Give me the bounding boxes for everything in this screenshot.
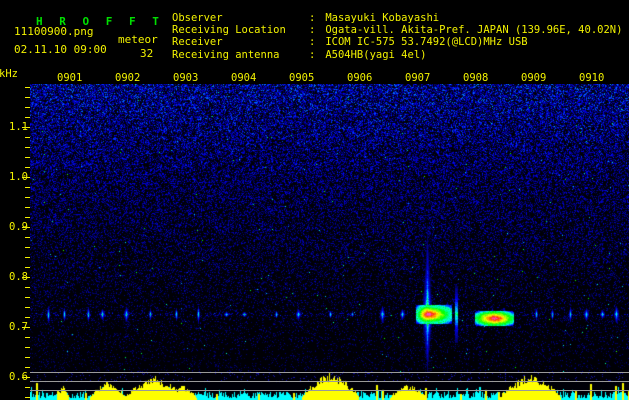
spectrogram-canvas <box>30 84 629 372</box>
y-axis-minor-tick <box>25 147 30 148</box>
x-axis-label: 0906 <box>347 72 373 84</box>
y-axis-minor-tick <box>25 137 30 138</box>
metadata-row: Observer: Masayuki Kobayashi <box>172 12 622 24</box>
y-axis-tick <box>22 277 30 278</box>
x-axis-label: 0902 <box>115 72 141 84</box>
y-axis-tick <box>22 127 30 128</box>
y-axis-minor-tick <box>25 267 30 268</box>
y-axis-minor-tick <box>25 217 30 218</box>
amplitude-strip-canvas <box>30 372 629 400</box>
y-axis-minor-tick <box>25 197 30 198</box>
metadata-key: Receiving antenna <box>172 48 280 61</box>
y-axis-label: 1.1 <box>9 121 28 133</box>
y-axis-minor-tick <box>25 347 30 348</box>
y-axis-tick <box>22 327 30 328</box>
y-axis-minor-tick <box>25 157 30 158</box>
metadata-value: Masayuki Kobayashi <box>319 12 440 24</box>
metadata-colon: : <box>309 12 316 24</box>
metadata-key: Receiver <box>172 36 223 49</box>
metadata-value: ICOM IC-575 53.7492(@LCD)MHz USB <box>319 36 528 49</box>
y-axis-label: 1.0 <box>9 171 28 183</box>
amplitude-strip-plot <box>30 372 629 400</box>
metadata-colon: : <box>309 36 316 49</box>
app-title: H R O F F T <box>36 15 164 28</box>
y-axis-title: kHz <box>0 68 18 80</box>
y-axis-label: 0.8 <box>9 271 28 283</box>
x-axis-label: 0910 <box>579 72 605 84</box>
y-axis-minor-tick <box>25 357 30 358</box>
station-metadata: Observer: Masayuki Kobayashi Receiving Lo… <box>172 12 622 61</box>
y-axis-minor-tick <box>25 317 30 318</box>
spectrogram-plot <box>30 84 629 372</box>
x-axis-label: 0901 <box>57 72 83 84</box>
x-axis-label: 0909 <box>521 72 547 84</box>
y-axis-minor-tick <box>25 287 30 288</box>
y-axis-minor-tick <box>25 307 30 308</box>
y-axis-minor-tick <box>25 97 30 98</box>
metadata-colon: : <box>309 48 316 61</box>
metadata-row: Receiver: ICOM IC-575 53.7492(@LCD)MHz U… <box>172 36 622 48</box>
x-axis-label: 0908 <box>463 72 489 84</box>
y-axis-tick <box>22 377 30 378</box>
y-axis-minor-tick <box>25 387 30 388</box>
metadata-value: Ogata-vill. Akita-Pref. JAPAN (139.96E, … <box>319 24 623 37</box>
y-axis-minor-tick <box>25 397 30 398</box>
y-axis-tick <box>22 177 30 178</box>
date-time-label: 02.11.10 09:00 <box>14 43 107 56</box>
y-axis-minor-tick <box>25 87 30 88</box>
meteor-count-value: 32 <box>140 47 154 60</box>
y-axis-label: 0.7 <box>9 321 28 333</box>
strip-gridline <box>30 372 629 373</box>
metadata-value: A504HB(yagi 4el) <box>319 48 427 61</box>
y-axis-label: 0.6 <box>9 371 28 383</box>
x-axis-label: 0907 <box>405 72 431 84</box>
y-axis-minor-tick <box>25 337 30 338</box>
y-axis-minor-tick <box>25 237 30 238</box>
y-axis-tick <box>22 227 30 228</box>
y-axis-label: 0.9 <box>9 221 28 233</box>
y-axis-minor-tick <box>25 207 30 208</box>
y-axis-minor-tick <box>25 167 30 168</box>
metadata-key: Receiving Location <box>172 24 286 37</box>
meteor-count-label: meteor <box>118 33 158 46</box>
x-axis-label: 0905 <box>289 72 315 84</box>
y-axis-minor-tick <box>25 247 30 248</box>
metadata-row: Receiving antenna: A504HB(yagi 4el) <box>172 49 622 61</box>
metadata-key: Observer <box>172 12 223 24</box>
y-axis-minor-tick <box>25 187 30 188</box>
metadata-colon: : <box>309 24 316 37</box>
y-axis-minor-tick <box>25 367 30 368</box>
strip-gridline <box>30 381 629 382</box>
metadata-row: Receiving Location: Ogata-vill. Akita-Pr… <box>172 24 622 36</box>
y-axis-minor-tick <box>25 257 30 258</box>
y-axis-minor-tick <box>25 107 30 108</box>
x-axis-label: 0903 <box>173 72 199 84</box>
x-axis-label: 0904 <box>231 72 257 84</box>
strip-gridline <box>30 390 629 391</box>
y-axis-minor-tick <box>25 297 30 298</box>
y-axis-minor-tick <box>25 117 30 118</box>
file-name-label: 11100900.png <box>14 25 94 38</box>
